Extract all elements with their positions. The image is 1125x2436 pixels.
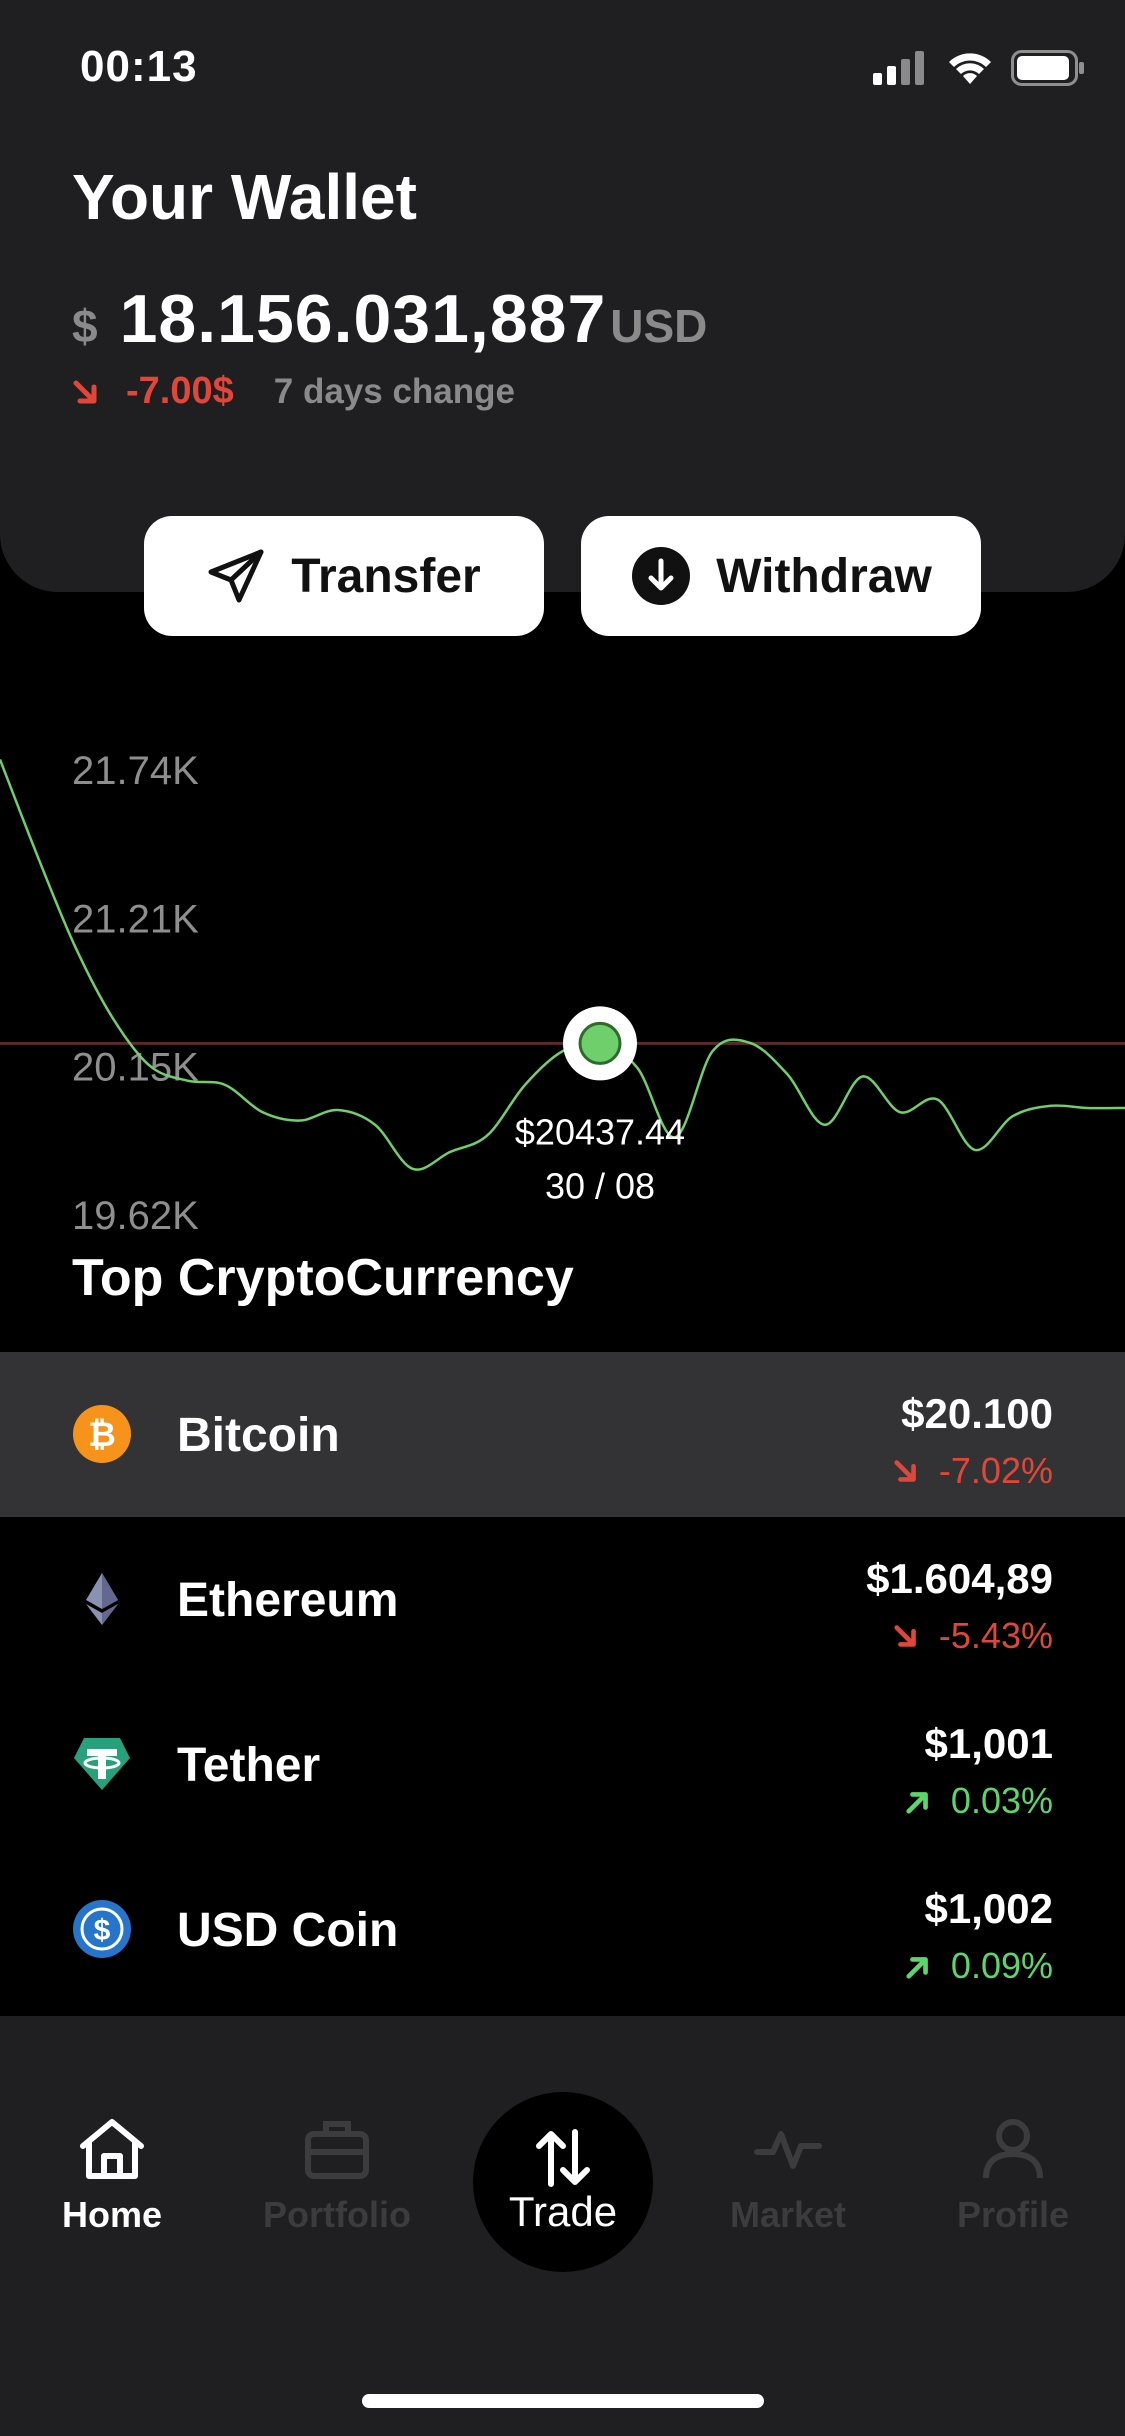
tab-portfolio[interactable]: Portfolio <box>237 2116 437 2236</box>
change-label: 7 days change <box>273 371 515 411</box>
ethereum-icon <box>86 1573 118 1625</box>
list-item-usd-coin[interactable]: $ USD Coin $1,002 0.09% <box>0 1847 1125 2012</box>
send-icon <box>208 549 264 603</box>
activity-icon <box>754 2131 822 2169</box>
bitcoin-icon: ₿ <box>73 1405 131 1463</box>
swap-arrows-icon <box>536 2129 590 2187</box>
currency-sign: $ <box>72 300 98 352</box>
list-item-tether[interactable]: Tether $1,001 0.03% <box>0 1682 1125 1847</box>
coin-price: $1,001 <box>924 1720 1053 1767</box>
section-title: Top CryptoCurrency <box>72 1249 574 1307</box>
coin-name: Bitcoin <box>177 1409 340 1462</box>
briefcase-icon <box>305 2121 369 2179</box>
wifi-icon <box>949 53 991 84</box>
home-indicator <box>362 2394 764 2408</box>
y-tick-label: 21.74K <box>72 749 199 793</box>
tooltip-price: $20437.44 <box>515 1111 685 1152</box>
home-icon <box>80 2119 144 2179</box>
page-title: Your Wallet <box>72 161 417 233</box>
balance-unit: USD <box>610 300 708 352</box>
y-tick-label: 21.21K <box>72 897 199 941</box>
status-icons <box>873 50 1085 86</box>
trade-label: Trade <box>508 2188 618 2235</box>
tab-market-label: Market <box>729 2194 847 2235</box>
trend-down-icon <box>73 380 97 403</box>
price-chart[interactable]: 21.74K 21.21K 20.15K 19.62K $20437.44 30 / 08 <box>0 700 1125 1260</box>
battery-icon <box>1011 50 1084 86</box>
trend-down-icon <box>894 1625 916 1647</box>
cellular-signal-icon <box>873 51 924 85</box>
coin-name: Ethereum <box>177 1574 399 1627</box>
coin-change: 0.09% <box>905 1945 1053 1987</box>
y-tick-label: 19.62K <box>72 1194 199 1238</box>
withdraw-label: Withdraw <box>716 549 932 603</box>
coin-price: $1.604,89 <box>866 1555 1053 1602</box>
coin-change: -7.02% <box>893 1450 1053 1492</box>
coin-price: $1,002 <box>924 1885 1053 1932</box>
trend-up-icon <box>906 1792 928 1814</box>
coin-change: 0.03% <box>905 1780 1053 1822</box>
user-icon <box>983 2119 1043 2179</box>
tab-home[interactable]: Home <box>12 2116 212 2236</box>
change-value: -7.00$ <box>126 370 234 412</box>
tab-profile-label: Profile <box>956 2194 1070 2235</box>
coin-change: -5.43% <box>893 1615 1053 1657</box>
balance-change: -7.00$ 7 days change <box>72 370 515 413</box>
coin-name: Tether <box>177 1739 321 1792</box>
highlight-point-inner <box>578 1021 622 1065</box>
coin-change-value: 0.03% <box>950 1780 1053 1821</box>
status-bar: 00:13 <box>0 0 1125 140</box>
coin-change-value: -5.43% <box>938 1615 1053 1656</box>
svg-text:$: $ <box>94 1914 111 1947</box>
coin-change-value: -7.02% <box>938 1450 1053 1491</box>
usd-coin-icon: $ <box>73 1900 131 1958</box>
svg-text:₿: ₿ <box>88 1416 116 1454</box>
tooltip-date: 30 / 08 <box>545 1165 655 1206</box>
trend-down-icon <box>894 1460 916 1482</box>
tab-portfolio-label: Portfolio <box>263 2194 411 2235</box>
trade-button[interactable]: Trade <box>473 2092 653 2272</box>
download-icon <box>632 547 691 605</box>
y-tick-label: 20.15K <box>72 1046 199 1090</box>
wallet-header <box>0 0 1125 592</box>
price-chart-svg: 21.74K 21.21K 20.15K 19.62K $20437.44 30 / 08 <box>0 749 1125 1238</box>
coin-price: $20.100 <box>901 1390 1053 1437</box>
tab-profile[interactable]: Profile <box>913 2116 1113 2236</box>
wallet-balance: $ 18.156.031,887 USD <box>72 280 707 358</box>
transfer-button[interactable]: Transfer <box>144 516 544 636</box>
balance-amount: 18.156.031,887 <box>119 281 607 357</box>
tether-icon <box>74 1738 130 1790</box>
tab-home-label: Home <box>61 2194 163 2235</box>
list-item-ethereum[interactable]: Ethereum $1.604,89 -5.43% <box>0 1517 1125 1682</box>
transfer-label: Transfer <box>291 549 481 603</box>
status-time: 00:13 <box>80 42 198 91</box>
price-line <box>0 759 1125 1171</box>
trend-up-icon <box>906 1957 928 1979</box>
list-item-bitcoin[interactable]: ₿ Bitcoin $20.100 -7.02% <box>0 1352 1125 1517</box>
coin-change-value: 0.09% <box>950 1945 1053 1986</box>
withdraw-button[interactable]: Withdraw <box>581 516 981 636</box>
crypto-list: ₿ Bitcoin $20.100 -7.02% Ethereum $1.604… <box>0 1352 1125 2012</box>
coin-name: USD Coin <box>177 1904 399 1957</box>
tab-market[interactable]: Market <box>688 2116 888 2236</box>
